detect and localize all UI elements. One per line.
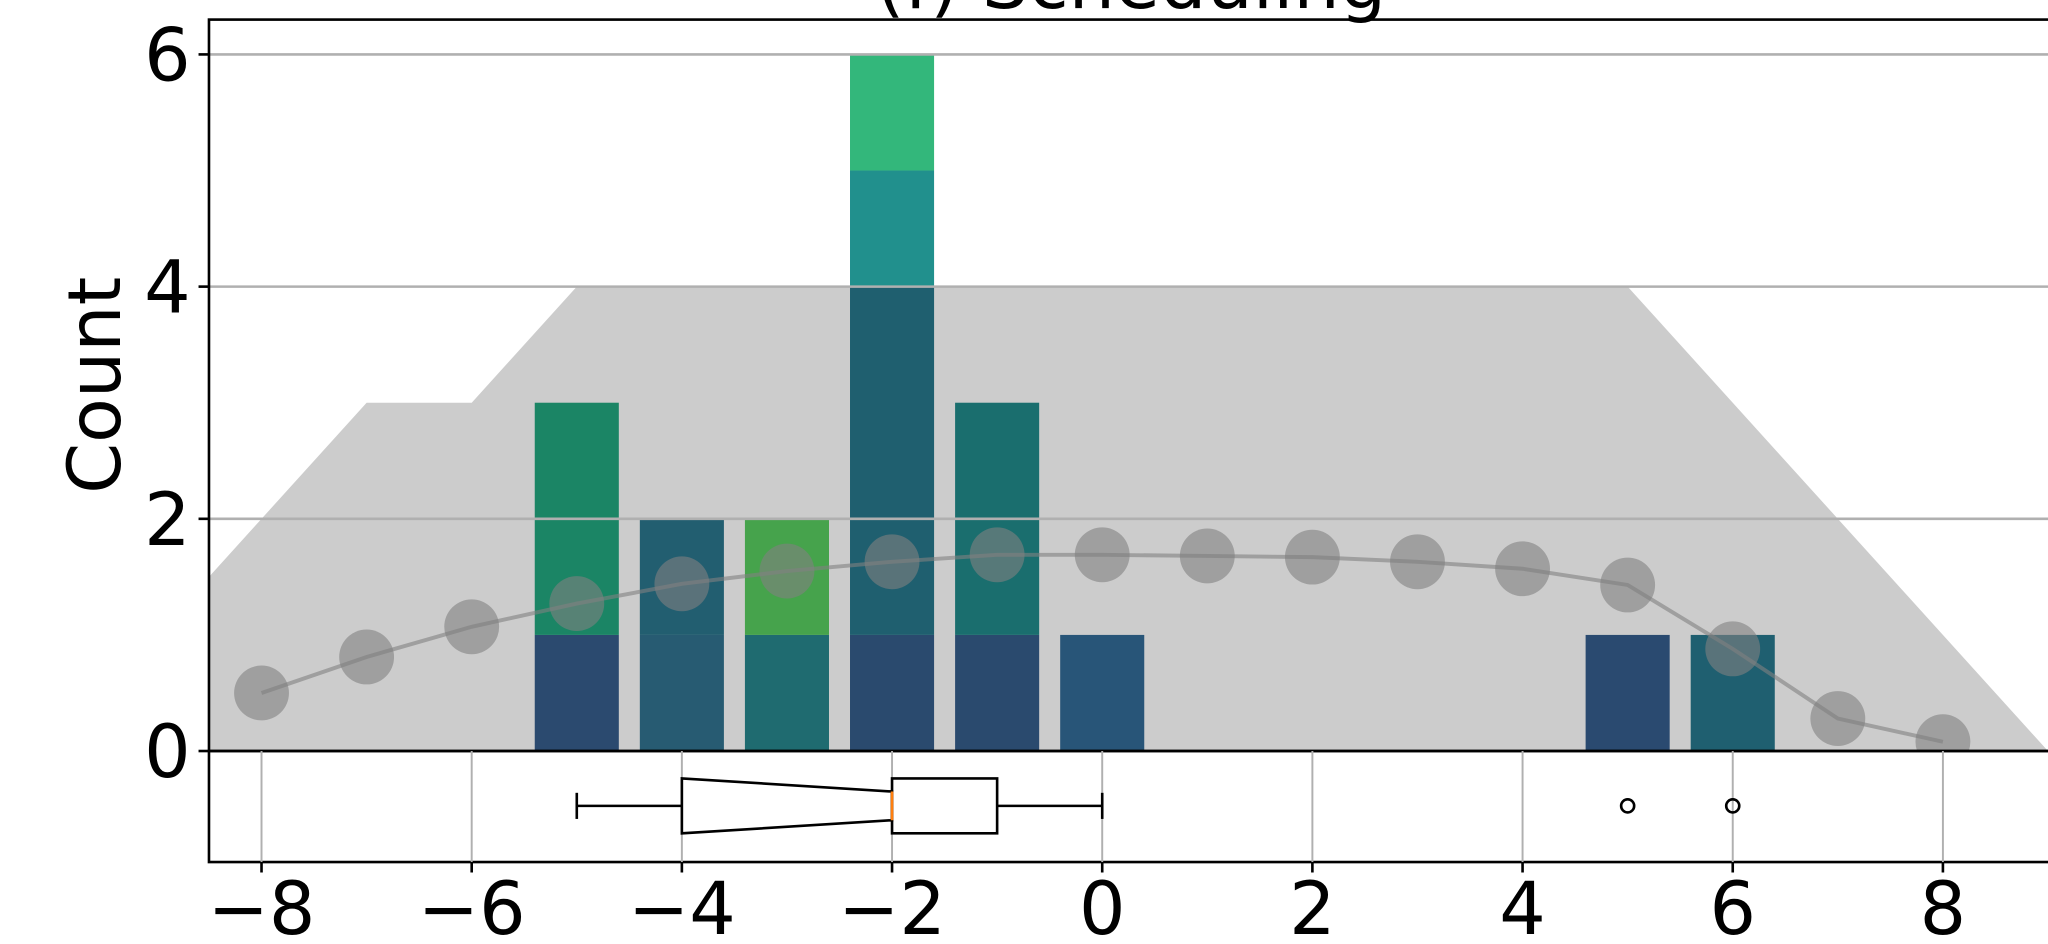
flier [1619,798,1636,814]
scatter-point [1600,557,1656,613]
plot-area [208,54,2048,752]
bar-segment [744,634,829,752]
y-tick-label: 0 [144,710,191,795]
scatter-point [1390,534,1445,590]
y-tick-label: 4 [144,246,191,331]
scatter-point [1705,621,1761,677]
box-upper [890,777,999,835]
bar-segment [1060,634,1145,752]
scatter-point [549,576,605,632]
scatter-point [1284,529,1340,585]
scatter-point [864,534,920,590]
bar-segment [850,170,935,287]
flier [1724,798,1741,814]
chart-title: (f) Scheduling [876,0,1386,26]
y-axis-label: Count [53,277,138,494]
bar-segment [850,634,935,752]
scatter-point [654,556,710,612]
scatter-point [1074,527,1130,583]
bar-segment [955,634,1040,752]
x-tick-label: −4 [628,867,736,944]
scatter-point [234,665,289,721]
bar-segment [639,634,724,752]
x-tick-label: 4 [1499,867,1546,944]
scatter-point [1179,528,1235,584]
scatter-point [339,629,395,685]
box-frame [207,749,2048,864]
x-tick-label: 0 [1079,867,1126,944]
scatter-point [1810,691,1866,746]
x-tick-label: −2 [838,867,946,944]
x-tick-label: 2 [1289,867,1336,944]
x-tick-label: −6 [418,867,526,944]
x-tick-label: 8 [1920,867,1967,944]
chart-body: (f) Scheduling Count −8 −6 −4 −2 0 2 4 6 8 0 2 4 6 [53,0,2048,944]
scatter-point [444,599,500,655]
x-tick-label: −8 [208,867,316,944]
scatter-point [759,543,815,599]
scatter-point [1915,714,1971,752]
bar-segment [1585,634,1670,752]
y-tick-label: 2 [144,478,191,563]
bar-segment [534,634,619,752]
y-tick-label: 6 [144,14,191,99]
box-notch [680,777,894,835]
x-tick-label: 6 [1709,867,1756,944]
scatter-point [969,527,1025,583]
scatter-point [1495,541,1550,597]
bar-segment [850,54,935,171]
